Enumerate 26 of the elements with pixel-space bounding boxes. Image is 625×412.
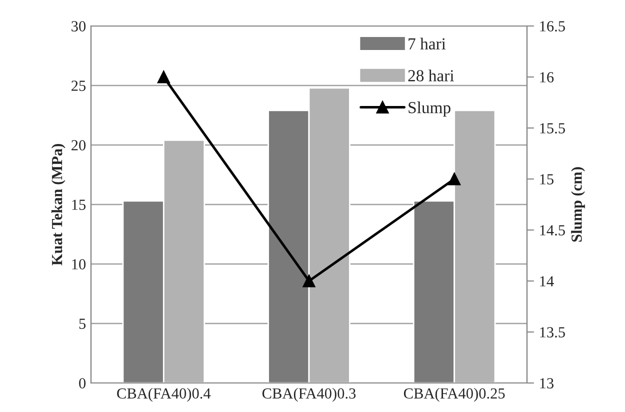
x-tick-label: CBA(FA40)0.25 (404, 388, 505, 402)
y-axis-title: Kuat Tekan (MPa) (51, 144, 66, 266)
point (302, 274, 316, 288)
y-tick-label: 20 (72, 140, 86, 150)
x-tick-label: CBA(FA40)0.3 (262, 388, 356, 402)
y2-tick-label: 16.5 (540, 21, 565, 32)
y-tick-label: 30 (72, 21, 86, 32)
y-tick-label: 5 (79, 318, 86, 329)
y2-tick-label: 15 (540, 174, 554, 184)
y-tick-label: 10 (72, 259, 86, 270)
point (448, 172, 461, 186)
y-tick-label: 25 (72, 80, 86, 91)
legend-label: Slump (408, 102, 450, 117)
point (157, 70, 170, 84)
legend-label: 7 hari (408, 38, 446, 50)
y2-tick-label: 14.5 (540, 225, 565, 236)
y-tick-label: 15 (72, 200, 86, 210)
x-tick-label: CBA(FA40)0.4 (117, 388, 211, 402)
y2-tick-label: 13 (540, 378, 554, 388)
legend-label: 28 hari (408, 70, 454, 82)
y2-tick-label: 14 (540, 276, 554, 286)
y2-tick-label: 15.5 (540, 123, 565, 134)
y-tick-label: 0 (79, 378, 86, 388)
y2-tick-label: 13.5 (540, 327, 565, 338)
y2-tick-label: 16 (540, 72, 554, 82)
y2-axis-title: Slump (cm) (571, 167, 585, 242)
